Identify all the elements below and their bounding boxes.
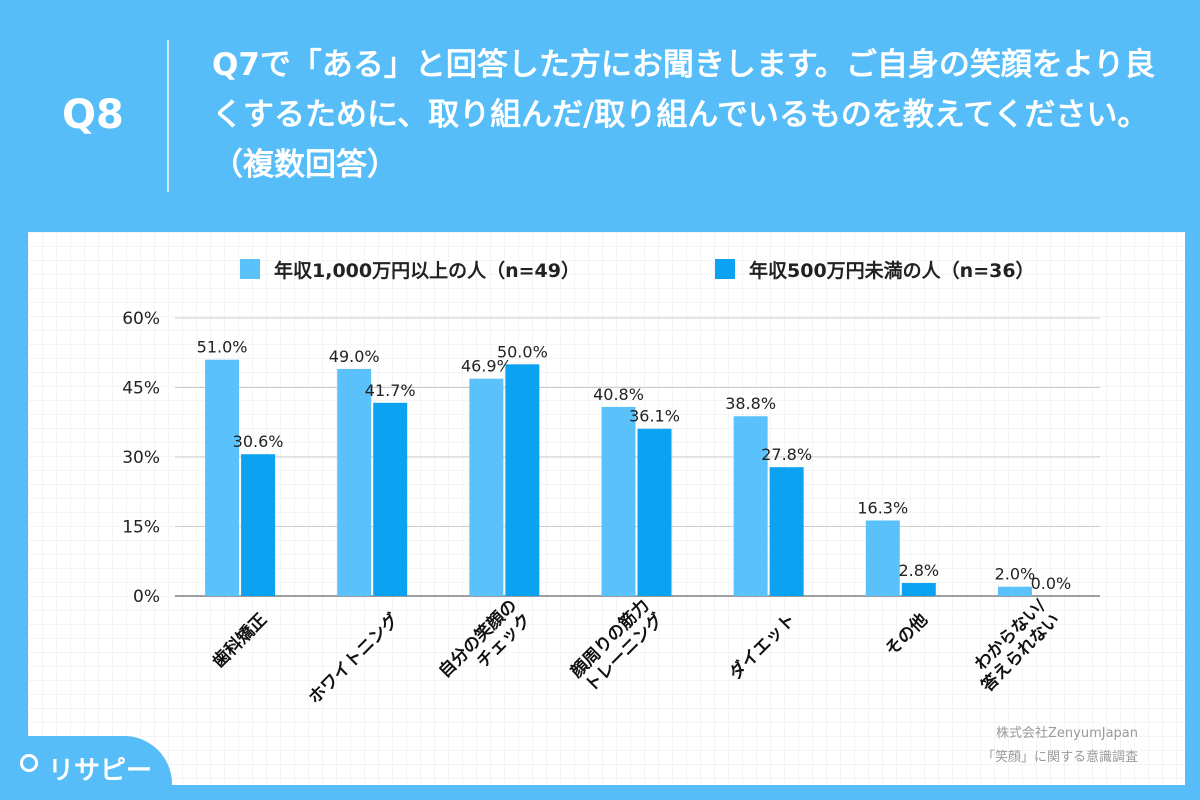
data-label: 0.0% [1031,574,1072,593]
y-tick-label: 30% [122,448,160,468]
x-tick-label: ホワイトニング [304,609,403,708]
data-label: 50.0% [497,342,548,361]
bar [901,583,936,596]
legend-label: 年収1,000万円以上の人（n=49） [274,259,580,282]
legend-swatch [715,259,735,279]
data-label: 40.8% [593,385,644,404]
data-label: 16.3% [857,498,908,517]
credit-company: 株式会社ZenyumJapan [996,726,1138,741]
logo-text: リサピー [48,756,153,786]
data-label: 51.0% [197,338,248,357]
data-label: 38.8% [725,394,776,413]
question-number: Q8 [62,92,124,138]
data-label: 30.6% [233,432,284,451]
divider [167,40,169,192]
bar [205,359,240,596]
bar [241,454,276,596]
bar [637,428,672,596]
logo: リサピー [0,736,172,800]
data-label: 2.0% [995,565,1036,584]
logo-pin-icon [20,754,38,772]
y-tick-label: 0% [133,587,160,607]
question-title: Q7で「ある」と回答した方にお聞きします。ご自身の笑顔をより良くするために、取り… [212,47,1156,183]
data-label: 41.7% [365,381,416,400]
legend-swatch [240,259,260,279]
x-tick-label: わからない/答えられない [964,595,1065,696]
x-tick-label: 顔周りの筋力トレーニング [566,595,668,697]
bar [997,586,1032,596]
bar [865,520,900,596]
data-label: 27.8% [761,445,812,464]
data-label: 36.1% [629,407,680,426]
data-label: 49.0% [329,347,380,366]
x-tick-label: 自分の笑顔のチェック [434,595,535,696]
x-tick-label: その他 [881,609,932,660]
y-tick-label: 60% [122,309,160,329]
x-tick-label: 歯科矯正 [208,609,271,672]
x-tick-label: ダイエット [725,609,800,684]
bar [601,406,636,596]
legend-label: 年収500万円未満の人（n=36） [749,259,1035,282]
bar [733,416,768,596]
credit: 株式会社ZenyumJapan 「笑顔」に関する意識調査 [982,722,1138,770]
bar [769,467,804,596]
bar [337,368,372,596]
bar [469,378,504,596]
y-tick-label: 15% [122,518,160,538]
y-tick-label: 45% [122,379,160,399]
bar [505,364,540,596]
bar [373,402,408,596]
data-label: 46.9% [461,357,512,376]
data-label: 2.8% [898,561,939,580]
credit-survey: 「笑顔」に関する意識調査 [981,750,1138,765]
